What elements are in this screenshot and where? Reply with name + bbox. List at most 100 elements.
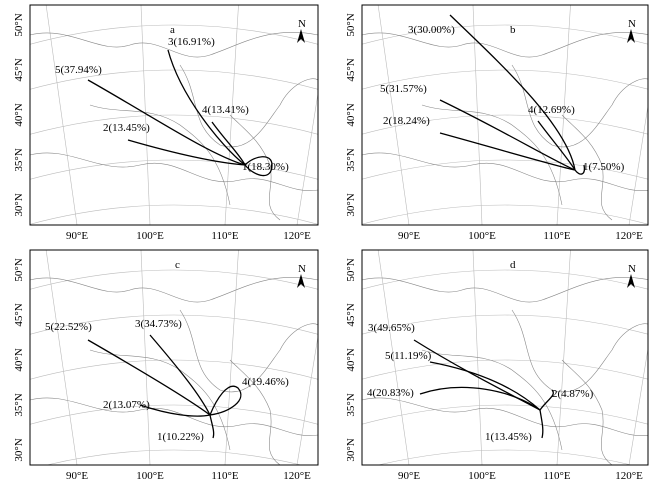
longitude-label: 110°E <box>211 230 238 242</box>
trajectory <box>574 164 586 175</box>
map-panel: 3(30.00%) 5(31.57%) 4(12.69%) 2(18.24%) 1(7.… <box>345 4 649 242</box>
latitude-label: 45°N <box>345 303 357 326</box>
graticule <box>377 5 410 225</box>
border <box>362 31 648 58</box>
map-content: 3(16.91%) 5(37.94%) 4(13.41%) 2(13.45%) 1(18… <box>30 5 318 225</box>
border <box>511 64 648 148</box>
trajectory <box>209 385 242 416</box>
latitude-label: 40°N <box>345 103 357 126</box>
graticule <box>30 269 318 290</box>
border <box>561 114 613 221</box>
latitude-label: 30°N <box>345 438 357 461</box>
trajectory-label: 1(7.50%) <box>583 161 625 173</box>
trajectory-label: 4(20.83%) <box>367 387 414 399</box>
longitude-label: 120°E <box>615 470 643 482</box>
trajectory <box>419 386 541 411</box>
trajectory <box>537 120 576 171</box>
longitude-label: 90°E <box>398 470 420 482</box>
trajectory-label: 2(13.45%) <box>103 122 150 134</box>
graticule <box>362 314 648 335</box>
graticule <box>556 5 571 225</box>
border <box>30 152 318 192</box>
panel-letter: b <box>510 24 516 36</box>
latitude-label: 40°N <box>345 348 357 371</box>
border <box>421 104 563 206</box>
graticule <box>30 159 318 180</box>
panel-frame <box>361 4 649 226</box>
trajectory <box>87 339 211 416</box>
longitude-label: 110°E <box>543 230 570 242</box>
latitude-label: 45°N <box>345 58 357 81</box>
map-panel: 5(22.52%) 3(34.73%) 4(19.46%) 2(13.07%) 1(10… <box>13 249 319 482</box>
graticule <box>362 159 648 180</box>
trajectory <box>429 361 541 411</box>
graticule <box>362 269 648 290</box>
trajectory <box>87 79 246 166</box>
graticule <box>362 359 648 380</box>
trajectory-label: 5(11.19%) <box>385 350 432 362</box>
latitude-label: 30°N <box>13 193 25 216</box>
map-content: 5(22.52%) 3(34.73%) 4(19.46%) 2(13.07%) 1(10… <box>30 250 318 465</box>
border <box>30 397 318 437</box>
trajectory <box>539 409 544 439</box>
graticule <box>362 404 648 425</box>
north-label: N <box>628 18 636 30</box>
trajectory-label: 5(37.94%) <box>55 64 102 76</box>
graticule <box>362 69 648 90</box>
latitude-label: 35°N <box>345 148 357 171</box>
trajectory-label: 4(12.69%) <box>528 104 575 116</box>
border <box>421 349 563 451</box>
latitude-label: 40°N <box>13 103 25 126</box>
longitude-label: 90°E <box>66 230 88 242</box>
border <box>561 359 613 465</box>
trajectory <box>139 404 211 417</box>
border <box>89 349 231 451</box>
panel-frame <box>29 249 319 466</box>
latitude-label: 30°N <box>13 438 25 461</box>
panel-frame <box>361 249 649 466</box>
trajectory <box>127 139 246 166</box>
border <box>89 104 231 206</box>
latitude-label: 35°N <box>13 148 25 171</box>
graticule <box>30 314 318 335</box>
trajectory <box>149 334 211 416</box>
graticule <box>224 250 239 465</box>
trajectory-label: 5(31.57%) <box>380 83 427 95</box>
longitude-label: 100°E <box>136 230 164 242</box>
longitude-label: 100°E <box>136 470 164 482</box>
trajectory <box>449 14 576 171</box>
graticule <box>45 449 303 465</box>
longitude-label: 100°E <box>468 470 496 482</box>
trajectory <box>211 121 246 166</box>
graticule <box>362 204 648 225</box>
graticule <box>30 359 318 380</box>
longitude-label: 120°E <box>283 470 311 482</box>
trajectory <box>413 339 541 411</box>
graticule <box>628 104 648 225</box>
latitude-label: 50°N <box>345 13 357 36</box>
latitude-label: 45°N <box>13 303 25 326</box>
graticule <box>362 114 648 135</box>
graticule <box>45 250 78 465</box>
latitude-label: 40°N <box>13 348 25 371</box>
trajectory <box>244 156 273 177</box>
latitude-label: 35°N <box>345 393 357 416</box>
latitude-label: 35°N <box>13 393 25 416</box>
panel-letter: c <box>175 259 180 271</box>
trajectory <box>439 132 576 171</box>
trajectory-label: 2(18.24%) <box>383 115 430 127</box>
border <box>229 114 281 221</box>
north-arrow <box>297 29 305 43</box>
latitude-label: 30°N <box>345 193 357 216</box>
trajectory-label: 1(18.30%) <box>242 161 289 173</box>
trajectory <box>439 99 576 171</box>
border <box>30 31 318 58</box>
north-arrow <box>627 274 635 288</box>
trajectory-label: 4(13.41%) <box>202 104 249 116</box>
longitude-label: 120°E <box>615 230 643 242</box>
trajectory-label: 3(49.65%) <box>368 322 415 334</box>
panel-frame <box>29 4 319 226</box>
border <box>362 276 648 303</box>
panel-letter: d <box>510 259 516 271</box>
